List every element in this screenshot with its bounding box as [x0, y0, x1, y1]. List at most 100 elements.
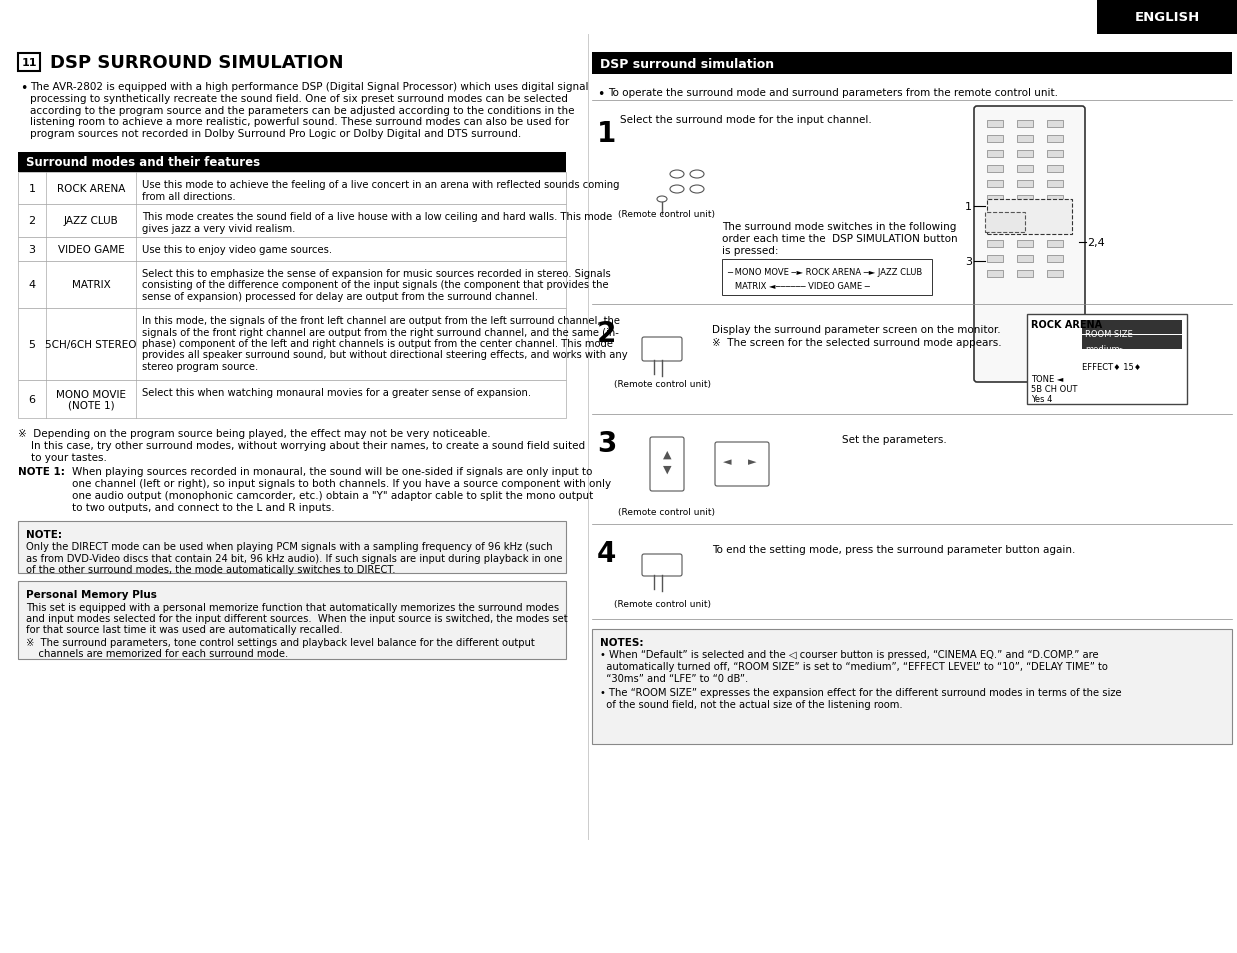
Text: 4: 4 [28, 280, 36, 291]
Bar [1017, 255, 1033, 263]
Ellipse shape [657, 196, 667, 203]
Text: NOTES:: NOTES: [600, 638, 643, 647]
Text: MATRIX: MATRIX [72, 280, 110, 291]
Bar [1047, 136, 1063, 143]
Text: 3: 3 [28, 245, 36, 254]
Text: channels are memorized for each surround mode.: channels are memorized for each surround… [26, 648, 288, 659]
Text: medium►: medium► [1085, 345, 1126, 354]
Text: of the other surround modes, the mode automatically switches to DIRECT.: of the other surround modes, the mode au… [26, 564, 396, 575]
Text: To operate the surround mode and surround parameters from the remote control uni: To operate the surround mode and surroun… [609, 88, 1058, 98]
Text: In this case, try other surround modes, without worrying about their names, to c: In this case, try other surround modes, … [19, 440, 585, 451]
Bar [1017, 136, 1033, 143]
Text: The surround mode switches in the following: The surround mode switches in the follow… [722, 222, 956, 232]
Text: as from DVD-Video discs that contain 24 bit, 96 kHz audio). If such signals are : as from DVD-Video discs that contain 24 … [26, 553, 563, 563]
Text: listening room to achieve a more realistic, powerful sound. These surround modes: listening room to achieve a more realist… [30, 117, 569, 128]
Bar [1027, 314, 1188, 405]
Bar [1017, 195, 1033, 203]
Bar [1017, 211, 1033, 218]
Bar [19, 172, 567, 205]
Text: 3: 3 [965, 256, 972, 267]
Text: Select the surround mode for the input channel.: Select the surround mode for the input c… [620, 115, 872, 125]
Text: “30ms” and “LFE” to “0 dB”.: “30ms” and “LFE” to “0 dB”. [600, 673, 748, 683]
Text: ►: ► [747, 456, 756, 467]
Bar [1047, 241, 1063, 248]
Text: for that source last time it was used are automatically recalled.: for that source last time it was used ar… [26, 624, 343, 635]
Text: one audio output (monophonic camcorder, etc.) obtain a "Y" adaptor cable to spli: one audio output (monophonic camcorder, … [72, 491, 594, 500]
Text: signals of the front right channel are output from the right surround channel, a: signals of the front right channel are o… [142, 327, 618, 337]
Bar [987, 200, 1072, 234]
Bar [1047, 181, 1063, 188]
Text: ※  The screen for the selected surround mode appears.: ※ The screen for the selected surround m… [713, 337, 1002, 348]
Text: 4: 4 [597, 539, 616, 567]
Bar [19, 521, 567, 574]
Text: Personal Memory Plus: Personal Memory Plus [26, 589, 157, 599]
Text: Display the surround parameter screen on the monitor.: Display the surround parameter screen on… [713, 325, 1001, 335]
Text: 11: 11 [21, 58, 37, 68]
Text: ─ MONO MOVE ─► ROCK ARENA ─► JAZZ CLUB: ─ MONO MOVE ─► ROCK ARENA ─► JAZZ CLUB [727, 268, 923, 276]
Text: ▲: ▲ [663, 450, 672, 459]
Text: is pressed:: is pressed: [722, 246, 778, 255]
Text: one channel (left or right), so input signals to both channels. If you have a so: one channel (left or right), so input si… [72, 478, 611, 489]
Text: Select this to emphasize the sense of expansion for music sources recorded in st: Select this to emphasize the sense of ex… [142, 269, 611, 278]
Text: Select this when watching monaural movies for a greater sense of expansion.: Select this when watching monaural movie… [142, 388, 531, 397]
Bar [19, 581, 567, 659]
FancyBboxPatch shape [974, 107, 1085, 382]
Bar [1082, 335, 1183, 350]
Text: to your tastes.: to your tastes. [19, 453, 106, 462]
Bar [1097, 0, 1237, 35]
Ellipse shape [690, 186, 704, 193]
Bar [19, 205, 567, 237]
Bar [1047, 195, 1063, 203]
Text: (Remote control unit): (Remote control unit) [614, 599, 710, 608]
Text: The AVR-2802 is equipped with a high performance DSP (Digital Signal Processor) : The AVR-2802 is equipped with a high per… [30, 82, 589, 91]
Text: 1: 1 [965, 202, 972, 212]
Bar [19, 152, 567, 172]
Text: • When “Default” is selected and the ◁ courser button is pressed, “CINEMA EQ.” a: • When “Default” is selected and the ◁ c… [600, 649, 1098, 659]
Bar [19, 262, 567, 309]
FancyBboxPatch shape [642, 337, 682, 361]
Text: Surround modes and their features: Surround modes and their features [26, 156, 260, 170]
Bar [593, 53, 1232, 75]
Text: processing to synthetically recreate the sound field. One of six preset surround: processing to synthetically recreate the… [30, 93, 568, 104]
Bar [722, 260, 931, 295]
Text: ※  The surround parameters, tone control settings and playback level balance for: ※ The surround parameters, tone control … [26, 638, 534, 647]
Bar [1017, 121, 1033, 128]
Text: (NOTE 1): (NOTE 1) [68, 400, 114, 410]
Bar [19, 237, 567, 262]
Bar [1047, 226, 1063, 233]
Text: Use this mode to achieve the feeling of a live concert in an arena with reflecte: Use this mode to achieve the feeling of … [142, 180, 620, 190]
Bar [987, 121, 1003, 128]
Text: Use this to enjoy video game sources.: Use this to enjoy video game sources. [142, 245, 332, 254]
Text: When playing sources recorded in monaural, the sound will be one-sided if signal: When playing sources recorded in monaura… [72, 467, 593, 476]
Text: according to the program source and the parameters can be adjusted according to : according to the program source and the … [30, 106, 574, 115]
Text: 1: 1 [597, 120, 616, 148]
Text: and input modes selected for the input different sources.  When the input source: and input modes selected for the input d… [26, 614, 568, 623]
Bar [985, 213, 1025, 233]
Ellipse shape [670, 186, 684, 193]
Text: (Remote control unit): (Remote control unit) [618, 210, 715, 219]
Text: MATRIX ◄────── VIDEO GAME ─: MATRIX ◄────── VIDEO GAME ─ [727, 282, 870, 291]
Bar [1047, 271, 1063, 277]
Text: 1: 1 [28, 184, 36, 193]
Text: from all directions.: from all directions. [142, 192, 235, 201]
Bar [19, 54, 40, 71]
Bar [1017, 166, 1033, 172]
Bar [1017, 226, 1033, 233]
Text: 5CH/6CH STEREO: 5CH/6CH STEREO [46, 339, 137, 350]
FancyBboxPatch shape [649, 437, 684, 492]
Text: ◄: ◄ [722, 456, 731, 467]
Text: 6: 6 [28, 395, 36, 405]
Text: 2: 2 [28, 216, 36, 226]
Text: TONE ◄: TONE ◄ [1030, 375, 1064, 384]
Text: ※  Depending on the program source being played, the effect may not be very noti: ※ Depending on the program source being … [19, 429, 491, 438]
Text: Set the parameters.: Set the parameters. [842, 435, 946, 444]
Text: (Remote control unit): (Remote control unit) [618, 507, 715, 517]
Bar [987, 166, 1003, 172]
Ellipse shape [690, 171, 704, 179]
Text: • The “ROOM SIZE” expresses the expansion effect for the different surround mode: • The “ROOM SIZE” expresses the expansio… [600, 687, 1122, 698]
Text: order each time the  DSP SIMULATION button: order each time the DSP SIMULATION butto… [722, 233, 957, 244]
Text: Yes 4: Yes 4 [1030, 395, 1053, 403]
Bar [19, 309, 567, 380]
Bar [1047, 211, 1063, 218]
Text: This set is equipped with a personal memorize function that automatically memori: This set is equipped with a personal mem… [26, 602, 559, 613]
